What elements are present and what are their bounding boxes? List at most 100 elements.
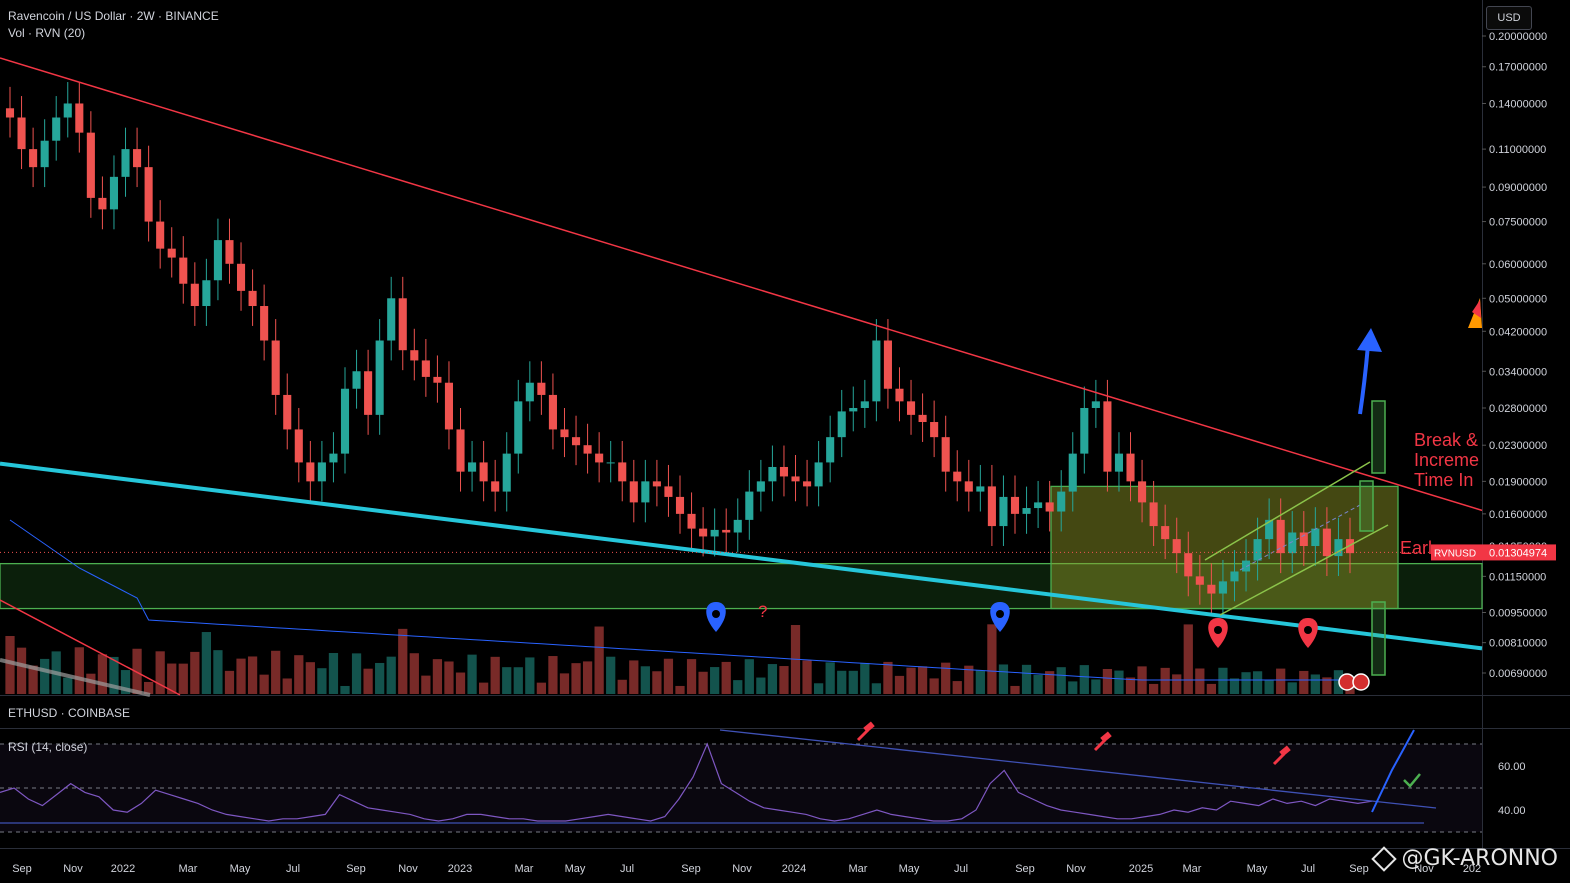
volume-bar — [617, 679, 627, 694]
volume-bar — [132, 648, 142, 694]
volume-bar — [363, 668, 373, 694]
volume-bar — [317, 668, 327, 694]
candle-body — [479, 462, 488, 482]
volume-bar — [952, 681, 962, 694]
time-axis-label: Mar — [1183, 863, 1202, 875]
candle-body — [675, 496, 685, 514]
candle-body — [560, 429, 569, 438]
volume-bar — [964, 665, 974, 694]
time-axis-label: Sep — [681, 863, 701, 875]
candle-body — [1311, 528, 1320, 547]
candle-body — [167, 248, 176, 258]
candle-body — [941, 437, 950, 472]
price-axis-label: 0.06000000 — [1489, 259, 1547, 271]
volume-bar — [1206, 683, 1216, 694]
candle-body — [1172, 539, 1181, 554]
price-tag-value: 0.01304974 — [1489, 547, 1547, 559]
volume-bar — [1021, 664, 1032, 694]
volume-bar — [1299, 670, 1309, 694]
volume-bar — [1322, 677, 1332, 694]
candle-body — [29, 149, 38, 168]
price-axis-label: 0.14000000 — [1489, 98, 1547, 110]
hammer-icon-head — [863, 721, 875, 733]
hammer-icon — [856, 728, 870, 742]
volume-bar — [814, 683, 824, 694]
candle-body — [745, 491, 754, 520]
watermark: @GK-ARONNO — [1371, 846, 1558, 872]
volume-bar — [513, 667, 523, 694]
candle-body — [225, 240, 234, 264]
volume-bar — [1195, 668, 1205, 694]
volume-bar — [802, 660, 812, 694]
candle-body — [468, 462, 477, 472]
volume-bar — [1079, 665, 1089, 694]
candle-body — [964, 481, 973, 492]
candle-body — [1276, 519, 1285, 554]
candle-body — [1218, 581, 1227, 594]
volume-bar — [929, 678, 939, 694]
candle-body — [733, 519, 742, 533]
price-axis-label: 0.00810000 — [1489, 638, 1547, 650]
candle-body — [629, 481, 638, 503]
candle-body — [710, 529, 719, 537]
hammer-icon — [1272, 752, 1286, 766]
candle-body — [421, 360, 430, 377]
price-axis-label: 0.01150000 — [1489, 571, 1546, 583]
volume-bar — [167, 663, 177, 694]
price-axis-label: 0.01900000 — [1489, 476, 1547, 488]
volume-bar — [155, 651, 165, 694]
projection-box-top — [1371, 400, 1386, 474]
candle-body — [202, 280, 211, 307]
candle-body — [213, 240, 222, 281]
volume-bar — [1287, 682, 1297, 694]
candle-body — [930, 422, 939, 438]
candle-body — [1022, 508, 1031, 514]
candle-body — [133, 149, 142, 168]
candle-body — [1207, 584, 1216, 594]
volume-bar — [1033, 674, 1043, 694]
projection-box-bottom — [1371, 601, 1386, 676]
candle-body — [641, 481, 650, 503]
volume-bar — [236, 658, 246, 694]
volume-bar — [721, 661, 731, 694]
eth-symbol-header: ETHUSD · COINBASE — [8, 706, 131, 720]
volume-bar — [271, 650, 281, 694]
candle-body — [1126, 453, 1135, 482]
price-axis-label: 0.03400000 — [1489, 366, 1547, 378]
candle-body — [987, 486, 996, 527]
volume-bar — [906, 667, 916, 694]
candle-body — [1322, 528, 1331, 557]
candle-body — [779, 466, 789, 477]
volume-bar — [987, 624, 997, 694]
time-axis-label: Nov — [732, 863, 752, 875]
volume-bar — [328, 653, 339, 694]
candle-body — [999, 496, 1008, 527]
channel-lower — [1219, 524, 1389, 616]
volume-bar — [120, 670, 131, 694]
time-axis-label: 202 — [1463, 863, 1481, 875]
currency-button[interactable]: USD — [1486, 6, 1532, 30]
descending-trendline — [0, 57, 1483, 512]
candle-body — [1288, 532, 1297, 554]
candle-body — [1230, 571, 1239, 582]
candle-body — [791, 476, 800, 482]
time-axis-label: 2022 — [111, 863, 135, 875]
volume-bar — [848, 670, 858, 694]
volume-bar — [710, 667, 720, 694]
price-axis-label: 0.00690000 — [1489, 668, 1547, 680]
volume-bar — [629, 660, 639, 694]
candle-body — [906, 401, 916, 415]
time-axis-label: 2025 — [1129, 863, 1153, 875]
volume-bar — [5, 636, 15, 694]
candle-body — [1184, 553, 1193, 577]
candle-body — [502, 453, 511, 492]
volume-bar — [1264, 680, 1274, 694]
price-axis-label: 0.04200000 — [1489, 326, 1547, 338]
location-pin-icon-dot — [712, 610, 720, 618]
time-axis-label: Nov — [398, 863, 418, 875]
volume-bar — [375, 662, 385, 694]
volume-bar — [825, 662, 835, 694]
price-axis-label: 0.07500000 — [1489, 217, 1547, 229]
volume-bar — [917, 666, 928, 694]
